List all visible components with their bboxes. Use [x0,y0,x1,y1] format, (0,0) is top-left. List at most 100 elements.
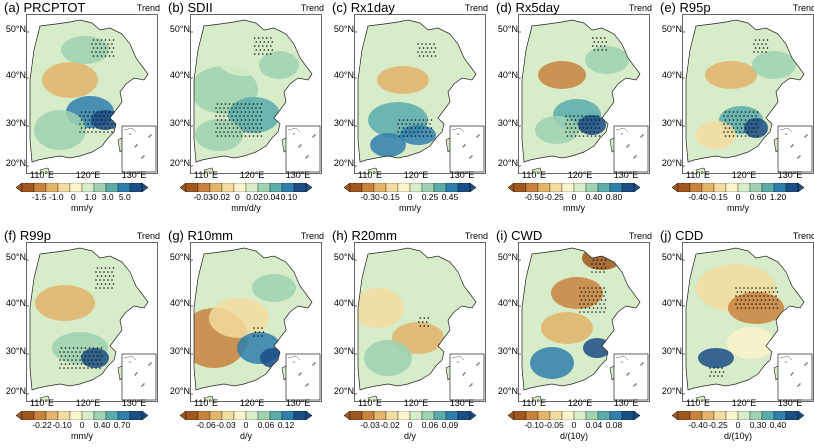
panel-title: (i) CWD [496,228,543,243]
colorbar-tick-label: -0.15 [708,192,728,202]
colorbar [672,183,804,192]
latitude-label: 50°N [169,24,190,34]
latitude-label: 40°N [497,298,518,308]
longitude-label: 120°E [567,170,593,180]
longitude-label: 120°E [731,170,757,180]
colorbar-unit: d/y [403,431,416,441]
colorbar-tick-label: 0.04 [263,192,280,202]
colorbar-tick-label: -0.15 [380,192,400,202]
latitude-label: 20°N [333,386,354,396]
colorbar-tick-label: 0.70 [113,420,131,430]
colorbar-tick-label: -0.25 [544,192,564,202]
longitude-label: 110°E [358,170,382,180]
latitude-label: 20°N [661,158,682,168]
latitude-label: 20°N [497,386,518,396]
colorbar-tick-label: 0 [79,420,85,430]
longitude-label: 130°E [285,170,311,180]
trend-label: Trend [300,231,324,241]
colorbar-tick-label: 0 [407,192,413,202]
longitude-label: 120°E [239,170,265,180]
trend-label: Trend [136,231,160,241]
trend-label: Trend [300,3,324,13]
longitude-label: 110°E [358,398,382,408]
colorbar-tick-label: -0.30 [360,192,380,202]
longitude-label: 130°E [121,398,147,408]
precipitation-trend-map [190,14,322,174]
panel-title: (h) R20mm [332,228,398,243]
panel-title: (c) Rx1day [332,0,395,15]
colorbar-tick-label: -0.02 [210,192,230,202]
latitude-label: 40°N [333,298,354,308]
trend-label: Trend [792,3,814,13]
colorbar [16,183,148,192]
longitude-label: 130°E [777,170,803,180]
latitude-label: 20°N [169,386,190,396]
latitude-label: 50°N [661,252,682,262]
colorbar-tick-label: 0.02 [246,192,263,202]
colorbar-unit: mm/y [71,431,93,441]
colorbar-tick-label: 5.0 [118,192,131,202]
map-panel: (f) R99p Trend 50°N 40°N 30°N 20°N 110°E 120°E 1… [2,228,162,448]
latitude-label: 50°N [169,252,190,262]
panel-title: (a) PRCPTOT [4,0,86,15]
precipitation-trend-map [26,14,158,174]
colorbar-tick-label: 0 [571,192,577,202]
colorbar-tick-label: -0.05 [544,420,564,430]
latitude-label: 20°N [661,386,682,396]
longitude-label: 110°E [30,398,54,408]
colorbar [16,411,148,420]
longitude-label: 110°E [522,170,546,180]
colorbar-tick-label: -0.40 [688,192,708,202]
longitude-label: 110°E [686,170,710,180]
colorbar [508,183,640,192]
latitude-label: 30°N [661,118,682,128]
colorbar-unit: mm/y [727,203,749,213]
colorbar-tick-label: 0.06 [257,420,275,430]
colorbar-tick-label: 0.10 [280,192,298,202]
longitude-label: 120°E [403,170,429,180]
colorbar-tick-label: -0.10 [52,420,72,430]
longitude-label: 130°E [121,170,147,180]
map-panel: (b) SDII Trend 50°N 40°N 30°N 20°N 110°E 120°E 1… [166,0,326,220]
colorbar-tick-label: 0.40 [93,420,111,430]
longitude-label: 130°E [613,170,639,180]
colorbar-tick-label: 0.40 [769,420,787,430]
latitude-label: 30°N [497,118,518,128]
precipitation-trend-map [190,242,322,402]
panel-title: (b) SDII [168,0,213,15]
longitude-label: 130°E [449,398,475,408]
colorbar-tick-label: 0.12 [277,420,295,430]
colorbar-tick-label: -0.40 [688,420,708,430]
map-panel: (i) CWD Trend 50°N 40°N 30°N 20°N 110°E 120°E 13… [494,228,654,448]
longitude-label: 130°E [613,398,639,408]
colorbar-tick-label: 1.0 [84,192,97,202]
longitude-label: 110°E [194,398,218,408]
latitude-label: 40°N [661,298,682,308]
trend-label: Trend [136,3,160,13]
colorbar-tick-label: 0.40 [585,192,603,202]
latitude-label: 40°N [169,70,190,80]
colorbar [344,183,476,192]
latitude-label: 20°N [5,386,26,396]
colorbar-tick-label: -1.0 [48,192,64,202]
latitude-label: 20°N [5,158,26,168]
latitude-label: 30°N [5,118,26,128]
panel-title: (d) Rx5day [496,0,560,15]
longitude-label: 120°E [239,398,265,408]
latitude-label: 40°N [5,298,26,308]
longitude-label: 110°E [686,398,710,408]
latitude-label: 40°N [169,298,190,308]
colorbar-tick-label: 0 [735,192,741,202]
colorbar [180,411,312,420]
latitude-label: 20°N [333,158,354,168]
colorbar-tick-label: 0 [735,420,741,430]
latitude-label: 40°N [333,70,354,80]
longitude-label: 120°E [567,398,593,408]
map-panel: (c) Rx1day Trend 50°N 40°N 30°N 20°N 110°E 120°… [330,0,490,220]
colorbar-tick-label: -1.5 [31,192,47,202]
colorbar-tick-label: -0.06 [196,420,216,430]
precipitation-trend-map [354,242,486,402]
latitude-label: 40°N [497,70,518,80]
colorbar-tick-label: 0 [243,420,249,430]
latitude-label: 50°N [661,24,682,34]
